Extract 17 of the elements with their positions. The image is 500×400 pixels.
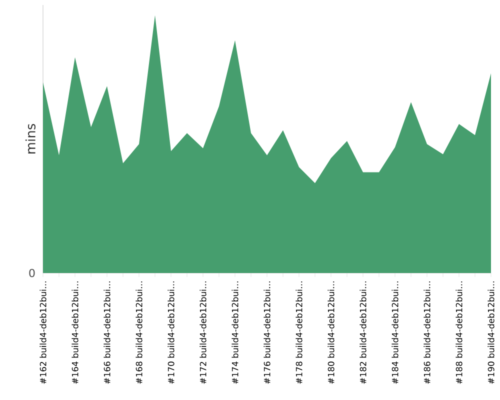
x-tick-label: #166 build4-deb12bui… [104, 282, 110, 384]
x-tick-label: #176 build4-deb12bui… [264, 282, 270, 384]
x-tick-label: #190 build4-deb12bui… [488, 282, 494, 384]
x-tick-label: #164 build4-deb12bui… [72, 282, 78, 384]
x-tick-label: #184 build4-deb12bui… [392, 282, 398, 384]
x-tick-label: #174 build4-deb12bui… [232, 282, 238, 384]
x-tick-label: #168 build4-deb12bui… [136, 282, 142, 384]
text: 0 [29, 268, 35, 278]
x-tick-label: #186 build4-deb12bui… [424, 282, 430, 384]
x-tick-label: #188 build4-deb12bui… [456, 282, 462, 384]
x-tick-label: #180 build4-deb12bui… [328, 282, 334, 384]
x-tick-label: #172 build4-deb12bui… [200, 282, 206, 384]
y-axis-title: mins [25, 124, 36, 154]
x-tick-label: #162 build4-deb12bui… [40, 282, 46, 384]
x-tick-label: #170 build4-deb12bui… [168, 282, 174, 384]
x-tick-label: #182 build4-deb12bui… [360, 282, 366, 384]
x-tick-label: #178 build4-deb12bui… [296, 282, 302, 384]
